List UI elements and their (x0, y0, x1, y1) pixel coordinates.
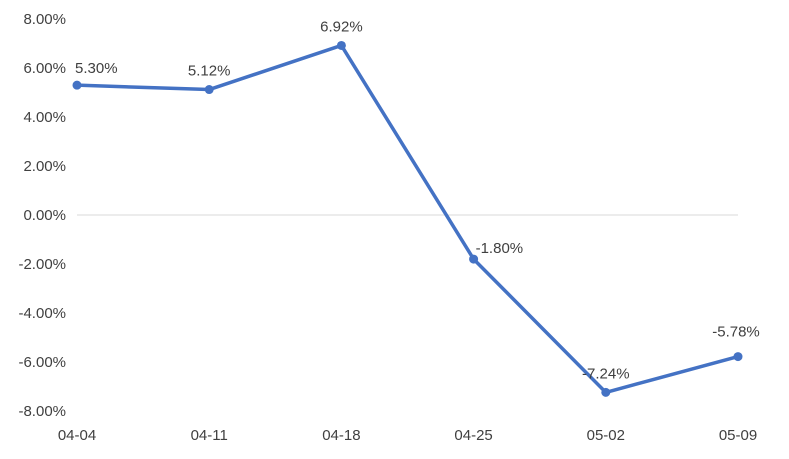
x-tick-label: 04-04 (58, 427, 96, 444)
y-tick-label: 8.00% (23, 11, 66, 28)
y-tick-label: 6.00% (23, 60, 66, 77)
data-label: -5.78% (712, 324, 760, 341)
data-label: 6.92% (320, 18, 363, 35)
x-tick-label: 04-25 (454, 427, 492, 444)
data-point (336, 40, 346, 50)
data-point (733, 352, 743, 362)
data-label-layer: 5.30% 5.12% 6.92% -1.80% -7.24% -5.78% (75, 18, 760, 382)
y-tick-label: -2.00% (18, 256, 66, 273)
data-label: 5.30% (75, 60, 118, 77)
y-axis: 8.00% 6.00% 4.00% 2.00% 0.00% -2.00% -4.00% -6.… (18, 11, 66, 420)
data-point (72, 80, 82, 90)
x-tick-label: 05-09 (719, 427, 757, 444)
y-tick-label: -8.00% (18, 403, 66, 420)
data-point (601, 387, 611, 397)
y-tick-label: 0.00% (23, 207, 66, 224)
x-tick-label: 05-02 (587, 427, 625, 444)
y-tick-label: 4.00% (23, 109, 66, 126)
x-tick-label: 04-18 (322, 427, 360, 444)
y-tick-label: -6.00% (18, 354, 66, 371)
data-label: -7.24% (582, 365, 630, 382)
x-tick-label: 04-11 (191, 427, 228, 444)
data-point (469, 254, 479, 264)
y-tick-label: -4.00% (18, 305, 66, 322)
data-point (204, 85, 214, 95)
series-line (75, 43, 740, 395)
y-tick-label: 2.00% (23, 158, 66, 175)
x-axis: 04-04 04-11 04-18 04-25 05-02 05-09 (58, 427, 757, 444)
series-layer (72, 40, 743, 397)
data-label: 5.12% (188, 63, 231, 80)
data-label: -1.80% (476, 240, 524, 257)
